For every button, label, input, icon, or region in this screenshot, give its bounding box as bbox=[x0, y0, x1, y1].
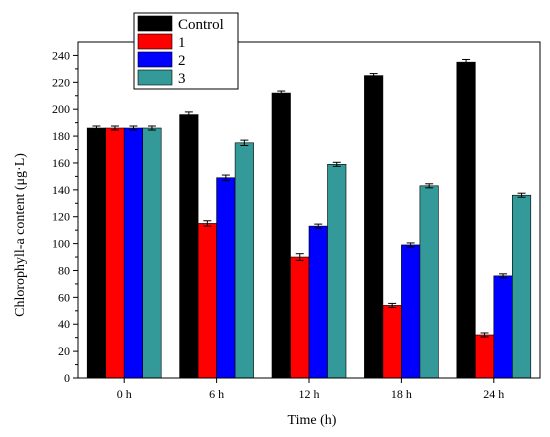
x-axis-title: Time (h) bbox=[288, 413, 337, 428]
error-bar-3-0h bbox=[147, 125, 156, 131]
y-tick-label: 20 bbox=[58, 344, 70, 358]
y-tick-label: 240 bbox=[52, 48, 70, 62]
legend-swatch-control bbox=[137, 15, 173, 32]
bar-3-12h bbox=[327, 164, 347, 379]
error-bar-3-6h bbox=[240, 139, 249, 146]
error-bar-1-12h bbox=[295, 253, 304, 261]
y-tick-label: 80 bbox=[58, 263, 70, 277]
error-bar-control-24h bbox=[462, 58, 471, 66]
bar-control-0h bbox=[86, 127, 106, 379]
legend-swatch-2 bbox=[137, 51, 173, 68]
bar-3-24h bbox=[511, 194, 532, 379]
x-tick-label: 12 h bbox=[299, 387, 320, 401]
error-bar-3-12h bbox=[332, 161, 341, 167]
y-tick-label: 60 bbox=[58, 290, 70, 304]
x-tick-label: 0 h bbox=[117, 387, 132, 401]
bar-1-12h bbox=[290, 256, 310, 379]
y-axis-title: Chlorophyll-a content (μg·L) bbox=[13, 153, 28, 317]
error-bar-2-24h bbox=[499, 273, 508, 279]
error-bar-control-0h bbox=[92, 125, 101, 131]
bar-1-6h bbox=[197, 223, 217, 379]
error-bar-2-18h bbox=[406, 242, 415, 248]
bar-2-18h bbox=[401, 244, 421, 379]
error-bar-2-6h bbox=[221, 174, 230, 181]
y-tick-label: 100 bbox=[52, 237, 70, 251]
error-bars-layer bbox=[92, 58, 526, 338]
legend-swatch-3 bbox=[137, 69, 173, 86]
axes-layer: 0 20 40 60 80 100 120 140 160 180 200 220 240 0 h 6 h 1… bbox=[52, 41, 541, 401]
error-bar-control-12h bbox=[277, 90, 286, 96]
error-bar-1-6h bbox=[203, 220, 212, 227]
bar-control-24h bbox=[456, 61, 476, 379]
x-tick-label: 18 h bbox=[391, 387, 412, 401]
error-bar-2-12h bbox=[314, 223, 323, 229]
y-tick-label: 200 bbox=[52, 102, 70, 116]
bars-layer bbox=[86, 61, 532, 379]
legend-label-2: 2 bbox=[178, 53, 186, 69]
bar-control-12h bbox=[271, 92, 291, 379]
bar-1-0h bbox=[105, 127, 125, 379]
y-tick-label: 140 bbox=[52, 183, 70, 197]
error-bar-1-24h bbox=[480, 332, 489, 338]
error-bar-1-0h bbox=[110, 125, 119, 131]
bar-1-24h bbox=[474, 334, 495, 379]
error-bar-3-18h bbox=[425, 183, 434, 189]
y-tick-label: 120 bbox=[52, 210, 70, 224]
legend-swatch-1 bbox=[137, 33, 173, 50]
bar-2-0h bbox=[123, 127, 143, 379]
y-tick-label: 160 bbox=[52, 156, 70, 170]
bar-2-12h bbox=[308, 225, 328, 379]
error-bar-control-6h bbox=[184, 111, 193, 118]
error-bar-1-18h bbox=[388, 302, 397, 308]
bar-control-6h bbox=[179, 114, 199, 379]
error-bar-2-0h bbox=[129, 125, 138, 131]
legend-label-control: Control bbox=[178, 17, 224, 33]
error-bar-3-24h bbox=[517, 192, 526, 198]
bar-3-6h bbox=[234, 142, 254, 379]
bar-3-18h bbox=[419, 185, 439, 379]
y-tick-label: 220 bbox=[52, 75, 70, 89]
bar-2-6h bbox=[216, 177, 236, 379]
bar-2-24h bbox=[493, 275, 513, 379]
x-tick-label: 6 h bbox=[209, 387, 224, 401]
error-bar-control-18h bbox=[369, 73, 378, 79]
bar-3-0h bbox=[142, 127, 162, 379]
bar-1-18h bbox=[382, 305, 402, 379]
legend-label-1: 1 bbox=[178, 35, 186, 51]
x-tick-label: 24 h bbox=[483, 387, 504, 401]
legend: Control 1 2 3 bbox=[133, 12, 239, 90]
y-tick-label: 40 bbox=[58, 317, 70, 331]
y-tick-label: 180 bbox=[52, 129, 70, 143]
y-tick-label: 0 bbox=[64, 371, 70, 385]
legend-label-3: 3 bbox=[178, 71, 186, 87]
bar-control-18h bbox=[364, 75, 384, 379]
